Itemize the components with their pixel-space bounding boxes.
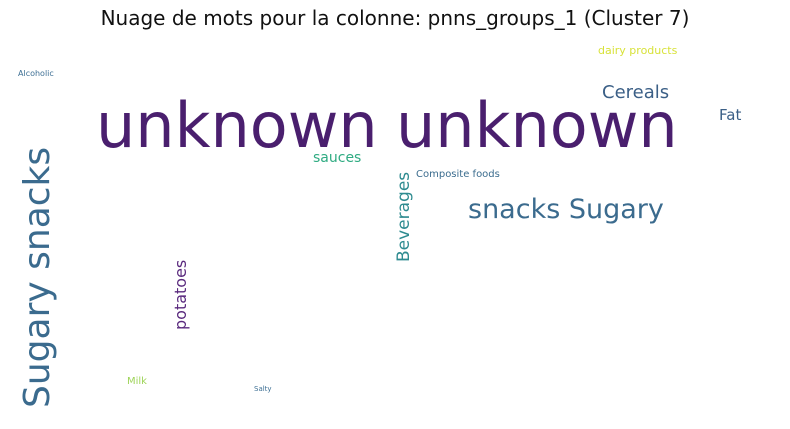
word-fat: Fat bbox=[719, 106, 742, 124]
word-unknown-1: unknown bbox=[96, 89, 378, 162]
figure-title: Nuage de mots pour la colonne: pnns_grou… bbox=[100, 6, 690, 30]
word-sugary-snacks: Sugary snacks bbox=[17, 146, 58, 408]
word-unknown-2: unknown bbox=[396, 89, 678, 162]
word-milk: Milk bbox=[127, 376, 147, 387]
word-cereals: Cereals bbox=[602, 82, 670, 103]
word-alcoholic: Alcoholic bbox=[18, 69, 54, 78]
word-snacks-sugary: snacks Sugary bbox=[468, 194, 664, 225]
word-salty: Salty bbox=[254, 385, 272, 393]
word-sauces: sauces bbox=[313, 150, 362, 166]
word-dairy-products: dairy products bbox=[598, 44, 678, 57]
word-potatoes: potatoes bbox=[171, 259, 190, 330]
word-composite-foods: Composite foods bbox=[416, 169, 500, 180]
word-beverages: Beverages bbox=[394, 171, 414, 262]
